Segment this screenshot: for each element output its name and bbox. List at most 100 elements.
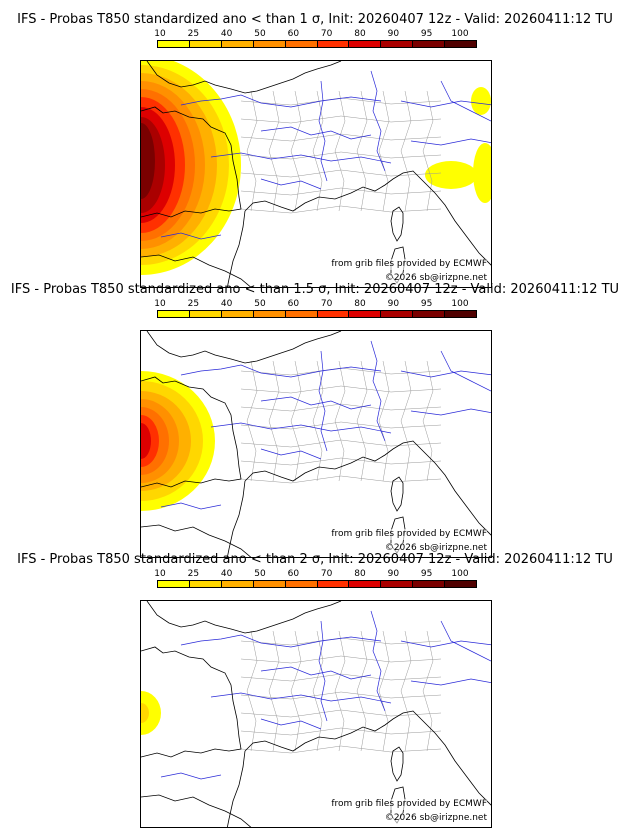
corsica-coast xyxy=(390,476,404,512)
admin-boundary xyxy=(240,745,442,754)
river-line xyxy=(160,502,222,510)
colorbar-labels: 10 25 40 50 60 70 80 90 95 100 xyxy=(154,299,477,309)
copyright-note: ©2026 sb@irizpne.net xyxy=(384,813,487,824)
coastline xyxy=(146,331,342,364)
colorbar-tick-label: 70 xyxy=(320,299,333,309)
colorbar-swatch xyxy=(158,311,190,317)
colorbar-tick-label: 80 xyxy=(354,29,366,39)
colorbar-tick-label: 95 xyxy=(420,29,433,39)
colorbar-swatch xyxy=(381,41,414,47)
river-line xyxy=(180,634,382,648)
coastline xyxy=(226,480,246,557)
colorbar-swatches xyxy=(157,580,477,588)
probability-map: from grib files provided by ECMWF ©2026 … xyxy=(140,60,492,288)
colorbar-swatch xyxy=(221,311,254,317)
copyright-note: ©2026 sb@irizpne.net xyxy=(384,273,487,284)
coastline xyxy=(141,794,252,827)
colorbar: 10 25 40 50 60 70 80 90 95 100 xyxy=(154,29,477,53)
admin-boundary xyxy=(422,360,434,482)
colorbar-tick-label: 60 xyxy=(287,29,300,39)
map-graphic xyxy=(141,331,491,557)
colorbar-swatch xyxy=(381,311,414,317)
admin-boundary xyxy=(240,691,442,700)
colorbar-tick-label: 40 xyxy=(220,29,233,39)
coastline xyxy=(244,440,491,536)
coastline xyxy=(146,61,342,94)
river-line xyxy=(160,232,222,240)
colorbar-swatch xyxy=(253,581,286,587)
source-note: from grib files provided by ECMWF xyxy=(331,799,487,810)
colorbar-tick-label: 80 xyxy=(354,569,366,579)
colorbar-swatch xyxy=(349,41,382,47)
colorbar-swatch xyxy=(189,41,222,47)
admin-boundary xyxy=(378,360,390,482)
colorbar-tick-label: 100 xyxy=(451,569,469,579)
river-line xyxy=(260,126,372,140)
river-line xyxy=(260,396,372,410)
coastline xyxy=(244,170,491,266)
probability-contour xyxy=(141,423,151,459)
admin-boundary xyxy=(356,630,368,752)
colorbar-swatch xyxy=(158,581,190,587)
coastline xyxy=(244,710,491,806)
admin-boundary xyxy=(240,457,442,466)
colorbar-swatches xyxy=(157,310,477,318)
probability-contour xyxy=(141,691,161,735)
copyright-note: ©2026 sb@irizpne.net xyxy=(384,543,487,554)
river-line xyxy=(370,610,386,712)
river-line xyxy=(370,70,386,172)
admin-boundary xyxy=(240,727,442,736)
source-note: from grib files provided by ECMWF xyxy=(331,529,487,540)
source-note: from grib files provided by ECMWF xyxy=(331,259,487,270)
coastline xyxy=(141,524,252,557)
forecast-panel-1sigma: IFS - Probas T850 standardized ano < tha… xyxy=(0,12,630,288)
map-graphic xyxy=(141,601,491,827)
admin-boundary xyxy=(378,630,390,752)
admin-boundary xyxy=(246,90,258,212)
colorbar-swatch xyxy=(413,311,446,317)
colorbar-swatch xyxy=(317,581,350,587)
admin-boundary xyxy=(240,421,442,430)
probability-contour xyxy=(425,161,477,189)
probability-map: from grib files provided by ECMWF ©2026 … xyxy=(140,600,492,828)
colorbar-tick-label: 90 xyxy=(387,569,400,579)
colorbar-tick-label: 90 xyxy=(387,29,400,39)
admin-boundary xyxy=(240,403,442,412)
admin-boundary xyxy=(268,90,280,212)
corsica-coast xyxy=(390,746,404,782)
river-line xyxy=(440,80,491,122)
coastline xyxy=(146,601,342,634)
admin-boundary xyxy=(240,673,442,682)
admin-boundary xyxy=(240,151,442,160)
probability-contour xyxy=(471,87,491,115)
forecast-panel-1-5sigma: IFS - Probas T850 standardized ano < tha… xyxy=(0,282,630,558)
colorbar: 10 25 40 50 60 70 80 90 95 100 xyxy=(154,569,477,593)
colorbar-labels: 10 25 40 50 60 70 80 90 95 100 xyxy=(154,29,477,39)
colorbar-tick-label: 25 xyxy=(187,29,200,39)
colorbar-swatch xyxy=(349,581,382,587)
colorbar-tick-label: 10 xyxy=(154,299,166,309)
river-line xyxy=(260,448,322,460)
river-line xyxy=(260,178,322,190)
admin-boundary xyxy=(246,360,258,482)
probability-contour xyxy=(141,123,155,199)
coastline xyxy=(226,210,246,287)
colorbar-tick-label: 50 xyxy=(254,29,266,39)
colorbar-swatch xyxy=(445,581,477,587)
admin-boundary xyxy=(356,360,368,482)
colorbar-tick-label: 100 xyxy=(451,29,469,39)
colorbar-swatch xyxy=(317,41,350,47)
coastline xyxy=(141,106,242,218)
colorbar-swatch xyxy=(445,41,477,47)
admin-boundary xyxy=(240,115,442,124)
admin-boundary xyxy=(334,360,346,482)
colorbar-tick-label: 70 xyxy=(320,29,333,39)
river-line xyxy=(210,692,392,704)
colorbar-tick-label: 40 xyxy=(220,569,233,579)
admin-boundary xyxy=(400,90,412,212)
colorbar-tick-label: 10 xyxy=(154,29,166,39)
probability-map: from grib files provided by ECMWF ©2026 … xyxy=(140,330,492,558)
admin-boundary xyxy=(240,187,442,196)
admin-boundary xyxy=(246,630,258,752)
colorbar-swatch xyxy=(158,41,190,47)
